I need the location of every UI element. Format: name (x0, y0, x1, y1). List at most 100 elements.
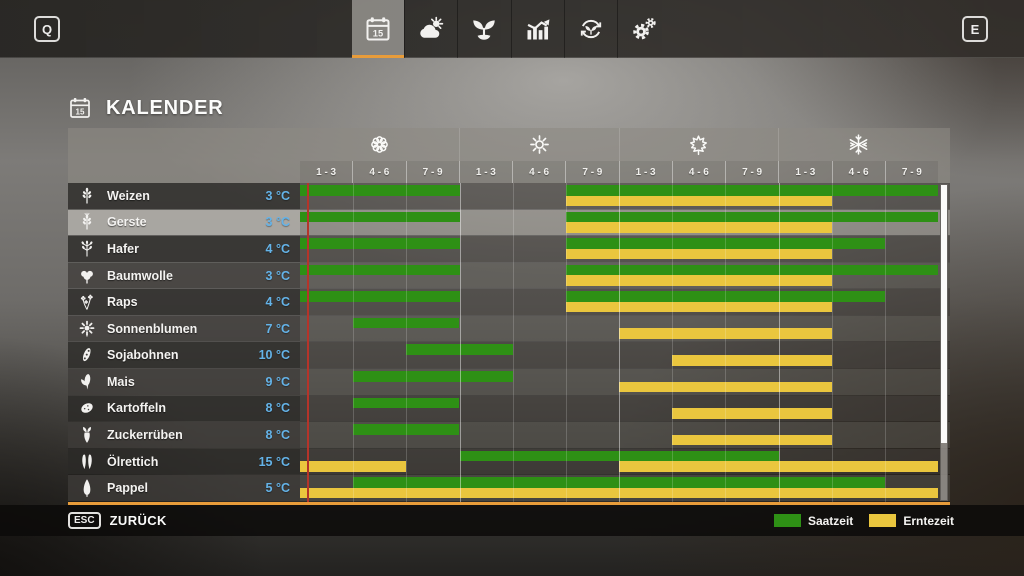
crop-name: Pappel (107, 481, 148, 496)
sowing-bar (353, 317, 460, 329)
header-spacer (68, 128, 300, 183)
crop-label: Mais 9 °C (68, 369, 300, 395)
crop-name: Hafer (107, 241, 139, 256)
oat-icon (77, 239, 97, 259)
crop-name: Weizen (107, 188, 150, 203)
crop-label: Ölrettich 15 °C (68, 448, 300, 475)
crop-temperature: 15 °C (258, 454, 290, 469)
snowflake-icon (846, 132, 871, 157)
crop-temperature: 3 °C (265, 268, 290, 283)
sowing-bar (300, 264, 460, 276)
legend: Saatzeit Erntezeit (773, 513, 954, 528)
back-label: ZURÜCK (109, 513, 167, 528)
harvest-legend-label: Erntezeit (903, 513, 954, 528)
crop-row-baumwolle[interactable]: Baumwolle 3 °C (68, 262, 950, 290)
top-bar: Q 15 E (0, 0, 1024, 58)
tab-weather[interactable] (404, 0, 457, 58)
tab-statistics[interactable] (510, 0, 564, 58)
calendar-rows: Weizen 3 °C Gerste 3 °C Hafer 4 °C Baumwolle 3 … (68, 183, 950, 502)
canola-icon (77, 292, 97, 312)
crop-timeline (300, 209, 950, 236)
crop-timeline (300, 448, 950, 475)
tab-settings[interactable] (616, 0, 670, 58)
sun-icon (527, 132, 552, 157)
sowing-bar (565, 291, 885, 302)
svg-text:15: 15 (76, 108, 85, 117)
crop-row-kartoffeln[interactable]: Kartoffeln 8 °C (68, 395, 950, 423)
period-label: 1 - 3 (618, 161, 672, 183)
season-summer (458, 128, 619, 161)
crop-row-pappel[interactable]: Pappel 5 °C (68, 475, 950, 502)
sowing-legend-label: Saatzeit (807, 513, 854, 528)
harvest-bar (565, 275, 832, 286)
crop-timeline (300, 369, 950, 395)
crop-row-sojabohnen[interactable]: Sojabohnen 10 °C (68, 342, 950, 370)
period-label: 1 - 3 (778, 161, 831, 183)
tab-calendar[interactable]: 15 (352, 0, 405, 58)
crop-row-mais[interactable]: Mais 9 °C (68, 369, 950, 396)
crop-timeline (300, 236, 950, 262)
period-label: 7 - 9 (405, 161, 459, 183)
rotation-icon (577, 15, 605, 43)
sowing-bar (300, 185, 460, 196)
cotton-icon (77, 266, 97, 286)
crop-temperature: 7 °C (265, 321, 290, 336)
crop-label: Baumwolle 3 °C (68, 262, 300, 289)
wheat-icon (77, 186, 97, 206)
tab-crops[interactable] (457, 0, 510, 58)
crop-row-gerste[interactable]: Gerste 3 °C (68, 209, 950, 237)
crop-name: Mais (107, 374, 135, 389)
back-button[interactable]: ESC ZURÜCK (68, 512, 167, 529)
crop-timeline (300, 395, 950, 422)
crop-row-raps[interactable]: Raps 4 °C (68, 289, 950, 316)
sowing-bar (300, 211, 460, 223)
stats-icon (524, 15, 552, 43)
scrollbar[interactable] (940, 184, 948, 501)
crop-timeline (300, 475, 950, 501)
harvest-bar (300, 487, 938, 499)
sowing-bar (353, 424, 460, 435)
crop-temperature: 10 °C (258, 348, 290, 363)
crop-name: Raps (107, 295, 138, 310)
crop-name: Zuckerrüben (107, 427, 183, 442)
harvest-bar (672, 434, 832, 446)
crop-row-hafer[interactable]: Hafer 4 °C (68, 236, 950, 263)
gears-icon (630, 15, 658, 43)
calendar-icon: 15 (364, 15, 392, 43)
crop-label: Kartoffeln 8 °C (68, 395, 300, 422)
crop-name: Kartoffeln (107, 401, 167, 416)
crop-temperature: 4 °C (265, 241, 290, 256)
sowing-bar (565, 185, 938, 196)
crop-label: Weizen 3 °C (68, 183, 300, 209)
crop-timeline (300, 262, 950, 289)
sowing-bar (353, 397, 460, 409)
crop-name: Sojabohnen (107, 348, 179, 363)
crop-row--lrettich[interactable]: Ölrettich 15 °C (68, 448, 950, 476)
potato-icon (77, 398, 97, 418)
crop-temperature: 8 °C (265, 427, 290, 442)
crop-row-sonnenblumen[interactable]: Sonnenblumen 7 °C (68, 315, 950, 343)
season-autumn (618, 128, 779, 161)
period-label: 7 - 9 (565, 161, 618, 183)
scrollbar-thumb[interactable] (941, 185, 947, 444)
harvest-bar (300, 461, 407, 472)
sunflower-icon (77, 319, 97, 339)
period-label: 1 - 3 (316, 166, 337, 178)
crop-row-weizen[interactable]: Weizen 3 °C (68, 183, 950, 210)
crop-name: Ölrettich (107, 454, 159, 469)
period-label: 4 - 6 (352, 161, 405, 183)
harvest-bar (672, 355, 832, 366)
flower-icon (367, 132, 392, 157)
crop-temperature: 3 °C (265, 215, 290, 230)
key-hint-e: E (962, 16, 988, 42)
harvest-bar (565, 222, 832, 233)
crop-label: Gerste 3 °C (68, 209, 300, 236)
period-label: 7 - 9 (884, 161, 938, 183)
bottom-bar: ESC ZURÜCK Saatzeit Erntezeit (0, 505, 1024, 536)
barley-icon (77, 212, 97, 232)
sprout-icon (470, 15, 498, 43)
tab-bar: 15 (352, 0, 670, 58)
crop-row-zuckerr-ben[interactable]: Zuckerrüben 8 °C (68, 422, 950, 449)
tab-crop-rotation[interactable] (563, 0, 617, 58)
